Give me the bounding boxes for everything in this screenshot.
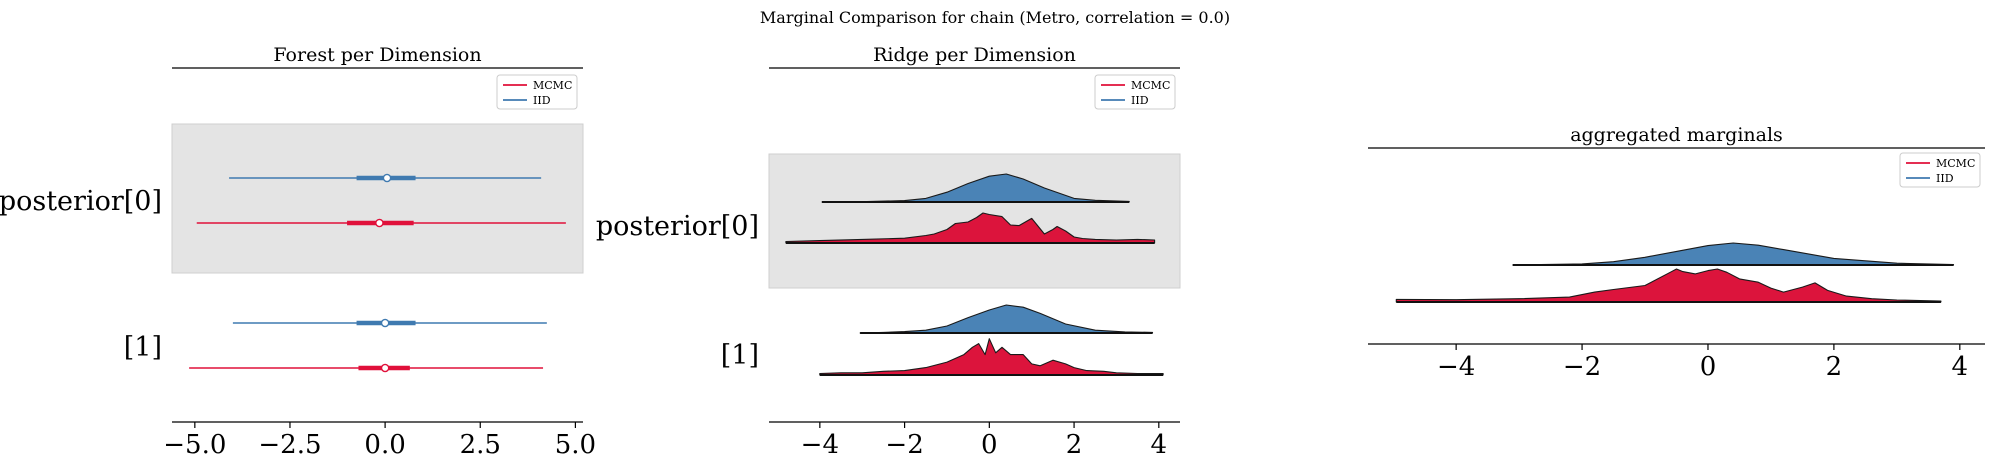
x-tick-label: −2.5 (258, 430, 321, 460)
legend-label: MCMC (1936, 157, 1975, 170)
x-tick-label: −4 (1437, 352, 1475, 382)
x-tick-label: −5.0 (163, 430, 226, 460)
panel-1: Forest per Dimension posterior[0] [1] −5.0 −… (0, 44, 596, 460)
mcmc-density (785, 212, 1156, 244)
x-tick-label: 0.0 (364, 430, 405, 460)
mcmc-density (819, 338, 1164, 376)
legend: MCMC IID (496, 74, 578, 110)
legend-label: MCMC (533, 79, 572, 92)
highlight-band (171, 123, 584, 274)
x-tick-label: 0 (1700, 352, 1717, 382)
x-tick-label: 2.5 (460, 430, 501, 460)
row-label: posterior[0] (0, 186, 162, 217)
legend-label: IID (533, 94, 551, 107)
panel-title: aggregated marginals (1570, 124, 1783, 146)
x-tick-label: 4 (1952, 352, 1969, 382)
panel-2: Ridge per Dimension posterior[0] [1] −4 −2 0 2… (596, 44, 1181, 460)
panel-title: Forest per Dimension (273, 44, 481, 66)
legend-label: IID (1131, 94, 1149, 107)
legend-label: MCMC (1131, 79, 1170, 92)
panel-title: Ridge per Dimension (873, 44, 1076, 66)
legend: MCMC IID (1899, 152, 1981, 188)
panel-3: aggregated marginals −4 −2 0 2 4 MCMC IID (1368, 124, 1985, 382)
x-tick-label: −4 (801, 430, 839, 460)
iid-density (1512, 242, 1955, 266)
x-tick-label: −2 (885, 430, 923, 460)
mcmc-median-point (375, 218, 384, 228)
row-label: [1] (721, 340, 759, 371)
x-tick-label: 4 (1151, 430, 1168, 460)
figure-suptitle: Marginal Comparison for chain (Metro, co… (760, 8, 1230, 27)
legend-label: IID (1936, 172, 1954, 185)
mcmc-density (1395, 268, 1942, 303)
x-tick-label: 2 (1826, 352, 1843, 382)
x-tick-label: 0 (981, 430, 998, 460)
iid-median-point (380, 318, 390, 328)
row-label: [1] (124, 332, 162, 363)
iid-median-point (382, 173, 392, 183)
mcmc-median-point (380, 363, 390, 373)
iid-density (859, 304, 1154, 334)
legend: MCMC IID (1094, 74, 1176, 110)
x-tick-label: 5.0 (555, 430, 596, 460)
row-label: posterior[0] (596, 211, 759, 242)
x-tick-label: −2 (1563, 352, 1601, 382)
panels: Forest per Dimension posterior[0] [1] −5.0 −… (0, 44, 1985, 460)
x-tick-label: 2 (1066, 430, 1083, 460)
